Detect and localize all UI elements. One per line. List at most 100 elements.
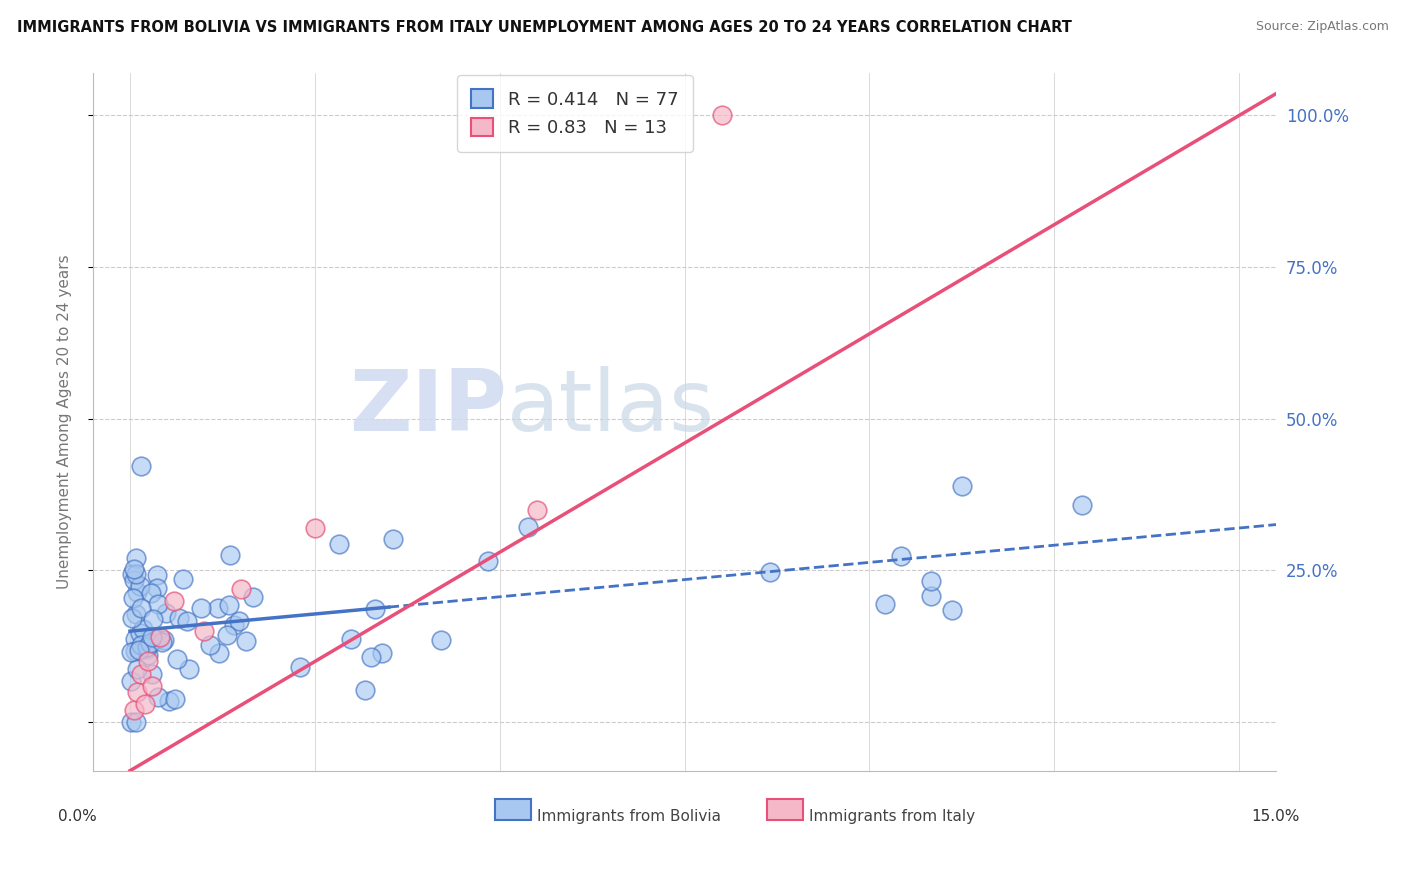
Point [167, 611, 190, 625]
Point [122, 591, 145, 606]
Point [121, 611, 143, 625]
Point [288, 660, 311, 674]
Point [157, 694, 180, 708]
Point [124, 643, 146, 657]
Point [304, 521, 326, 535]
Point [228, 614, 250, 628]
Point [217, 628, 239, 642]
Point [153, 633, 176, 648]
Text: 0.0%: 0.0% [58, 809, 96, 824]
Point [132, 622, 155, 636]
Point [146, 568, 169, 582]
Point [242, 590, 264, 604]
Point [941, 603, 963, 617]
Point [146, 597, 169, 611]
Point [759, 565, 782, 579]
Y-axis label: Unemployment Among Ages 20 to 24 years: Unemployment Among Ages 20 to 24 years [58, 254, 72, 589]
Point [381, 532, 404, 546]
Point [125, 607, 148, 622]
Text: 15.0%: 15.0% [1251, 809, 1299, 824]
Point [142, 611, 165, 625]
Point [146, 690, 169, 705]
Text: IMMIGRANTS FROM BOLIVIA VS IMMIGRANTS FROM ITALY UNEMPLOYMENT AMONG AGES 20 TO 2: IMMIGRANTS FROM BOLIVIA VS IMMIGRANTS FR… [17, 20, 1071, 35]
Point [129, 579, 152, 593]
Point [477, 554, 499, 568]
Point [176, 614, 198, 628]
Point [371, 647, 394, 661]
Point [155, 607, 177, 621]
Point [138, 655, 160, 669]
Point [890, 549, 912, 563]
Text: Source: ZipAtlas.com: Source: ZipAtlas.com [1256, 20, 1389, 33]
Point [128, 642, 150, 657]
Point [122, 562, 145, 576]
Point [339, 632, 361, 646]
Point [875, 597, 897, 611]
Point [360, 649, 382, 664]
Point [328, 536, 350, 550]
Point [190, 600, 212, 615]
Point [207, 600, 229, 615]
Point [120, 645, 142, 659]
Point [129, 638, 152, 652]
Text: atlas: atlas [508, 367, 716, 450]
Point [132, 632, 155, 647]
Point [950, 479, 973, 493]
FancyBboxPatch shape [768, 798, 803, 820]
Point [229, 582, 252, 596]
Point [200, 638, 222, 652]
Point [129, 666, 152, 681]
Point [517, 520, 540, 534]
Point [163, 594, 186, 608]
Point [193, 624, 215, 639]
Point [354, 683, 377, 698]
Point [146, 581, 169, 595]
Point [141, 586, 163, 600]
Point [129, 626, 152, 640]
Point [222, 618, 245, 632]
Point [129, 601, 152, 615]
Point [208, 646, 231, 660]
Point [125, 585, 148, 599]
Point [134, 697, 156, 711]
Point [218, 549, 240, 563]
Text: Immigrants from Bolivia: Immigrants from Bolivia [537, 809, 721, 824]
Point [120, 674, 142, 689]
Point [136, 640, 159, 655]
Point [125, 662, 148, 676]
Point [125, 715, 148, 730]
Point [124, 567, 146, 582]
Point [218, 599, 240, 613]
Point [141, 630, 163, 644]
Point [526, 503, 548, 517]
Point [125, 551, 148, 566]
Point [124, 632, 146, 647]
Point [141, 666, 163, 681]
Point [710, 108, 733, 122]
Point [139, 636, 162, 650]
Point [1071, 498, 1094, 512]
Point [141, 679, 163, 693]
Point [121, 566, 143, 581]
Point [129, 459, 152, 474]
Legend: R = 0.414   N = 77, R = 0.83   N = 13: R = 0.414 N = 77, R = 0.83 N = 13 [457, 75, 693, 152]
Point [920, 574, 942, 588]
FancyBboxPatch shape [495, 798, 530, 820]
Point [124, 573, 146, 587]
Point [150, 635, 173, 649]
Text: Immigrants from Italy: Immigrants from Italy [808, 809, 974, 824]
Point [165, 692, 187, 706]
Point [920, 589, 942, 603]
Point [235, 633, 257, 648]
Point [430, 632, 453, 647]
Point [364, 602, 387, 616]
Point [166, 652, 188, 666]
Point [127, 685, 149, 699]
Point [148, 630, 170, 644]
Point [122, 703, 145, 717]
Point [145, 632, 167, 646]
Point [179, 662, 201, 676]
Text: ZIP: ZIP [349, 367, 508, 450]
Point [135, 642, 157, 657]
Point [120, 715, 142, 730]
